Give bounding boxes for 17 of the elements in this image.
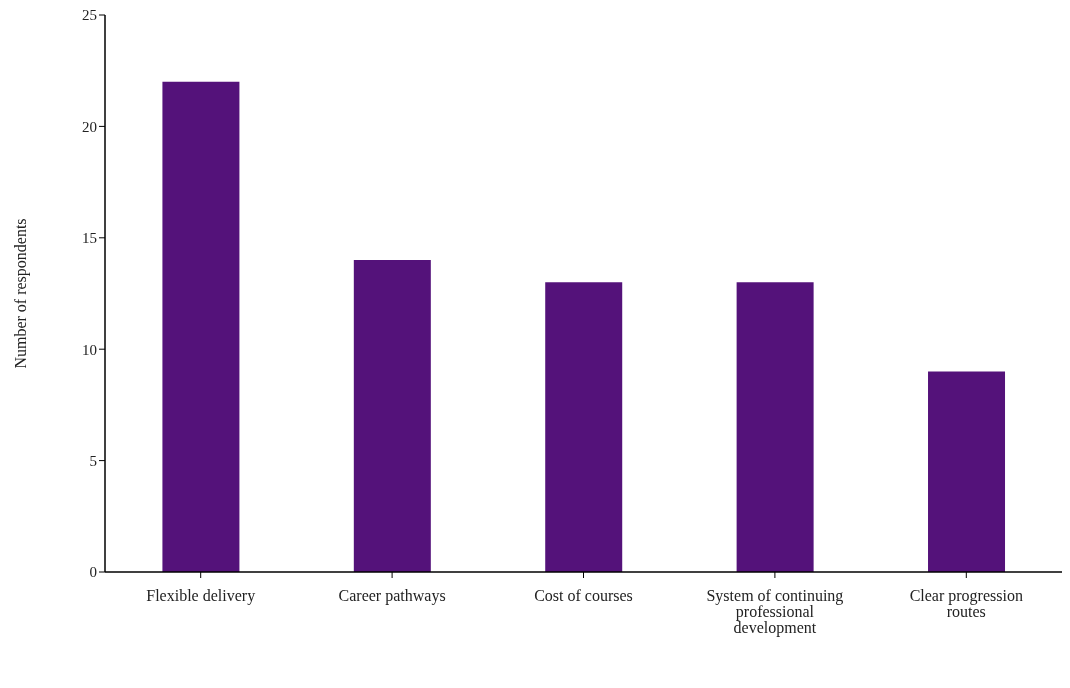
y-tick-label: 20 [82,118,97,135]
bar [928,371,1006,572]
y-tick-label: 25 [82,7,97,24]
bar [736,282,814,572]
x-tick-label: Flexible delivery [146,587,256,606]
x-tick-label: Clear progression routes [909,587,1023,621]
y-axis-title: Number of respondents [11,218,30,369]
y-tick-label: 0 [89,564,97,581]
y-tick-label: 5 [89,452,97,469]
x-tick-label: System of continuing professional development [706,587,844,638]
y-tick-label: 10 [82,341,97,358]
y-tick-label: 15 [82,230,97,247]
x-tick-label: Cost of courses [534,587,633,605]
bar [162,81,240,572]
bar [353,260,431,572]
x-tick-label: Career pathways [338,587,446,606]
bar [545,282,623,572]
